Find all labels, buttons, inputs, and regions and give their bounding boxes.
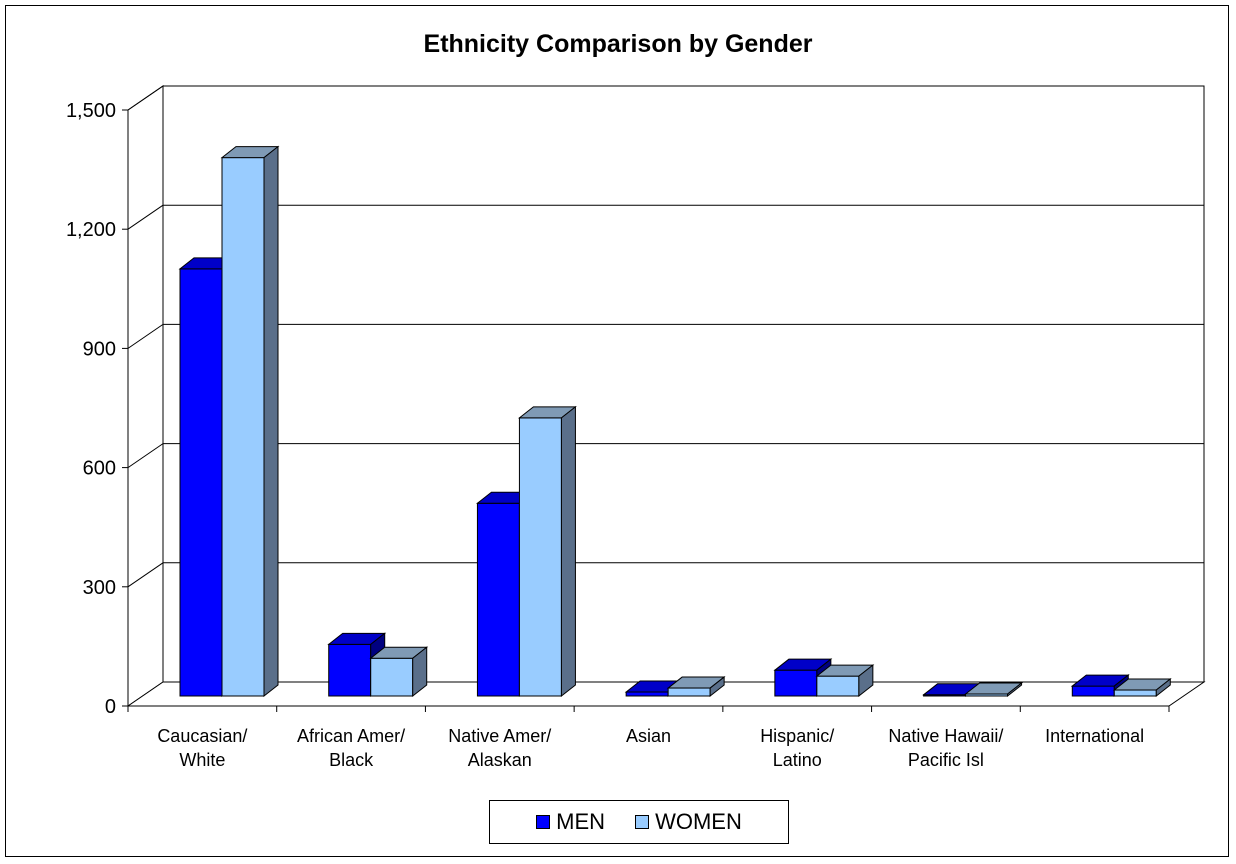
y-tick-label: 600 [83,458,116,480]
bar-front [1113,689,1157,697]
bar-front [816,675,860,697]
bar-women-1 [369,646,429,698]
y-tick-label: 1,200 [66,219,116,241]
gridline-side [127,323,164,349]
x-tick-label-international: International [1045,726,1144,746]
x-tick-label-asian: Asian [626,726,671,746]
bar-front [667,687,711,697]
bar-front [221,157,265,697]
bar-women-2 [517,405,577,698]
legend-item-women: WOMEN [635,809,742,835]
gridline-side [127,204,164,230]
x-tick-label-hispanic-latino: Hispanic/Latino [760,726,834,770]
gridline-side [127,562,164,588]
bar-side [263,145,279,698]
bar-women-0 [220,145,280,698]
bar-side [412,646,428,698]
bar-front [476,502,520,697]
bar-front [328,643,372,697]
bar-women-6 [1112,678,1172,698]
x-tick-label-african-amer-black: African Amer/Black [297,726,405,770]
bar-women-5 [964,681,1024,698]
gridline-side [127,85,164,111]
bar-side [709,676,725,698]
y-tick-label: 300 [83,577,116,599]
bar-side [560,405,576,698]
legend: MEN WOMEN [489,800,789,844]
legend-label-women: WOMEN [655,809,742,834]
chart-title: Ethnicity Comparison by Gender [423,30,813,58]
bar-women-3 [666,676,726,698]
legend-swatch-men [536,815,551,829]
legend-label-men: MEN [556,809,606,834]
legend-swatch-women [635,815,650,829]
bar-side [858,664,874,698]
bar-women-4 [815,664,875,698]
x-tick-label-caucasian-white: Caucasian/White [157,726,247,770]
x-tick-label-native-amer-alaskan: Native Amer/Alaskan [448,726,551,770]
bar-front [1071,685,1115,697]
x-tick-label-native-hawaii-pacific-isl: Native Hawaii/Pacific Isl [888,726,1003,770]
bar-side [1007,681,1023,698]
bar-front [774,669,818,697]
bar-front [370,657,414,697]
legend-item-men: MEN [536,809,605,835]
back-wall [162,85,1205,683]
y-tick-label: 0 [105,696,116,718]
side-wall [127,85,164,707]
gridline-side [127,443,164,469]
bar-front [625,691,669,697]
y-tick-label: 1,500 [66,100,116,122]
bar-side [1155,678,1171,698]
bar-front [518,417,562,697]
y-tick-label: 900 [83,338,116,360]
bar-front [179,268,223,697]
